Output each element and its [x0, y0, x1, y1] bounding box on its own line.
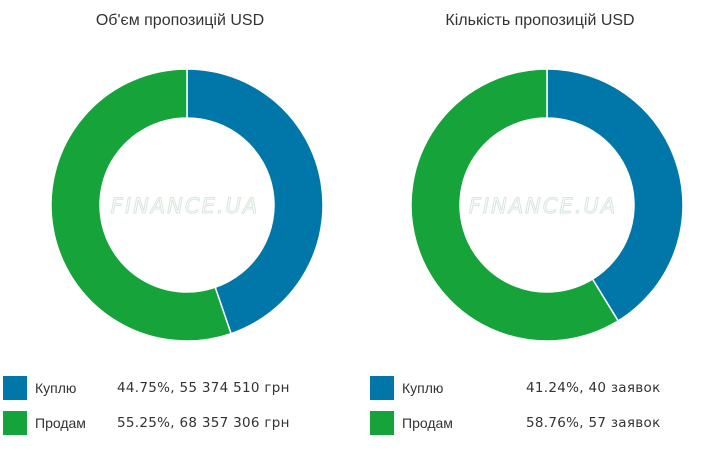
legend-swatch-sell: [3, 411, 27, 435]
legend-label-buy: Куплю: [402, 380, 444, 396]
volume-chart-title: Об'єм пропозицій USD: [95, 12, 265, 29]
legend-label-sell: Продам: [402, 415, 453, 431]
watermark-logo: FINANCE.UA: [469, 194, 617, 218]
legend-value-sell: 58.76%, 57 заявок: [526, 415, 661, 431]
count-chart-panel: Кількість пропозицій USD FINANCE.UA Купл…: [360, 0, 720, 464]
legend-value-sell: 55.25%, 68 357 306 грн: [117, 415, 290, 431]
legend-label-buy: Куплю: [35, 380, 77, 396]
count-chart-title: Кількість пропозицій USD: [445, 12, 635, 29]
volume-donut-chart: FINANCE.UA: [50, 68, 324, 342]
legend-swatch-buy: [370, 376, 394, 400]
count-slice-sell[interactable]: [410, 68, 620, 342]
legend-value-buy: 44.75%, 55 374 510 грн: [117, 380, 290, 396]
count-donut-chart: FINANCE.UA: [410, 68, 684, 342]
legend-value-buy: 41.24%, 40 заявок: [526, 380, 661, 396]
volume-slice-buy[interactable]: [186, 68, 324, 335]
legend-swatch-buy: [3, 376, 27, 400]
legend-item-sell[interactable]: Продам 58.76%, 57 заявок: [370, 409, 660, 437]
legend-label-sell: Продам: [35, 415, 86, 431]
volume-chart-panel: Об'єм пропозицій USD FINANCE.UA Куплю 44…: [3, 12, 324, 437]
legend-item-buy[interactable]: Куплю 41.24%, 40 заявок: [370, 374, 660, 402]
legend-item-buy[interactable]: Куплю 44.75%, 55 374 510 грн: [3, 374, 289, 402]
volume-slice-sell[interactable]: [50, 68, 233, 342]
watermark-logo: FINANCE.UA: [111, 194, 259, 218]
legend-item-sell[interactable]: Продам 55.25%, 68 357 306 грн: [3, 409, 289, 437]
count-slice-buy[interactable]: [546, 68, 684, 322]
legend-swatch-sell: [370, 411, 394, 435]
